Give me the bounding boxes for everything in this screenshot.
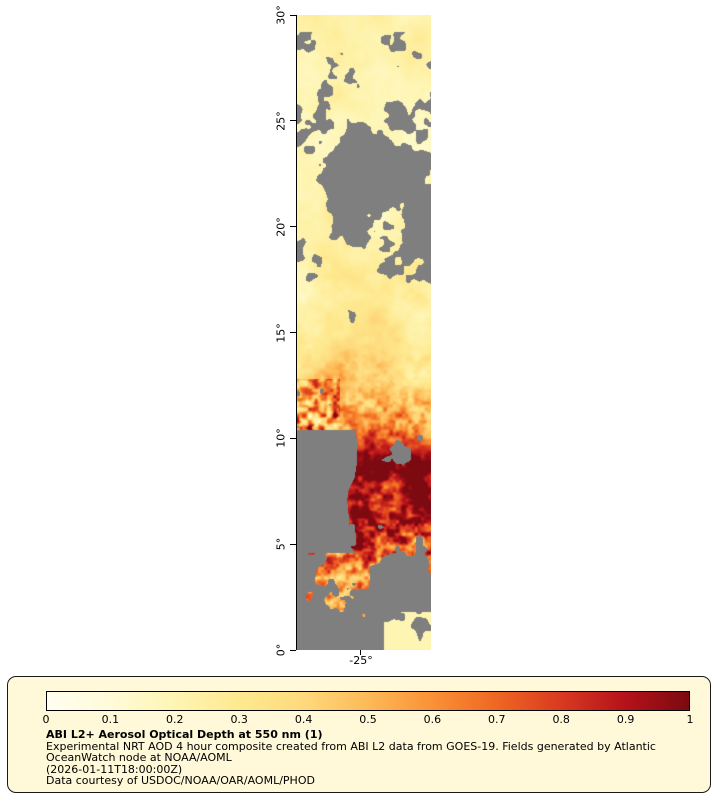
colorbar-tick-label: 0.7 xyxy=(488,713,506,726)
latitude-tick-label: 30° xyxy=(274,5,288,25)
caption-line: Experimental NRT AOD 4 hour composite cr… xyxy=(46,739,656,753)
colorbar-tick-label: 0.6 xyxy=(423,713,442,726)
colorbar-tick-label: 0.8 xyxy=(552,713,570,726)
caption-line: Data courtesy of USDOC/NOAA/OAR/AOML/PHO… xyxy=(46,774,315,788)
colorbar-gradient xyxy=(46,691,690,711)
longitude-tick-label: -25° xyxy=(349,654,373,667)
caption: ABI L2+ Aerosol Optical Depth at 550 nm … xyxy=(46,729,656,787)
caption-line: (2026-01-11T18:00:00Z) xyxy=(46,762,183,776)
latitude-tick-label: 10° xyxy=(274,428,288,449)
caption-title: ABI L2+ Aerosol Optical Depth at 550 nm … xyxy=(46,728,323,741)
colorbar-tick-label: 0.4 xyxy=(294,713,313,726)
aod-map xyxy=(296,15,431,650)
legend-panel: 0 0.1 0.2 0.3 0.4 0.5 0.6 0.7 0.8 0.9 1 ABI L2+ Ae… xyxy=(7,676,711,793)
latitude-tick-label: 25° xyxy=(274,111,288,131)
colorbar-tick-label: 0.3 xyxy=(230,713,248,726)
colorbar-tick-label: 0 xyxy=(42,713,50,726)
caption-line: OceanWatch node at NOAA/AOML xyxy=(46,751,232,765)
latitude-tick-label: 0° xyxy=(274,643,288,657)
colorbar-tick-label: 0.9 xyxy=(616,713,635,726)
colorbar-tick-label: 0.1 xyxy=(101,713,120,726)
colorbar-tick-label: 0.5 xyxy=(359,713,377,726)
latitude-tick-label: 20° xyxy=(274,216,288,237)
colorbar-ticks: 0 0.1 0.2 0.3 0.4 0.5 0.6 0.7 0.8 0.9 1 xyxy=(42,713,694,727)
latitude-tick-label: 5° xyxy=(274,537,288,551)
longitude-tick xyxy=(360,650,362,655)
latitude-tick-label: 15° xyxy=(274,322,288,343)
colorbar-tick-label: 1 xyxy=(686,713,694,726)
colorbar-tick-label: 0.2 xyxy=(166,713,184,726)
